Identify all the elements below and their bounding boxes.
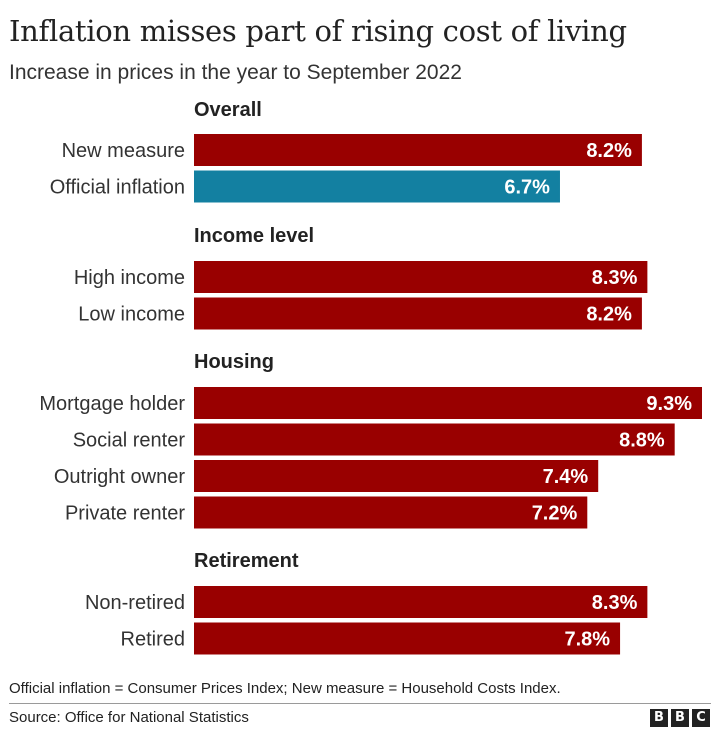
data-label: 7.8% xyxy=(564,629,610,651)
bar xyxy=(194,586,648,618)
footnote: Official inflation = Consumer Prices Ind… xyxy=(9,680,561,697)
bar xyxy=(194,387,702,419)
category-label: Official inflation xyxy=(50,177,185,199)
data-label: 8.2% xyxy=(586,140,632,162)
category-label: Non-retired xyxy=(85,592,185,614)
category-label: Outright owner xyxy=(54,466,186,488)
group-heading: Retirement xyxy=(194,550,299,572)
data-label: 8.3% xyxy=(592,592,638,614)
bar xyxy=(194,297,642,330)
bar xyxy=(194,496,588,529)
chart-title: Inflation misses part of rising cost of … xyxy=(9,14,627,48)
data-label: 7.2% xyxy=(532,503,578,525)
bbc-logo: B B C xyxy=(650,709,710,727)
data-label: 7.4% xyxy=(543,466,589,488)
bar xyxy=(194,261,648,293)
category-label: High income xyxy=(74,267,185,289)
group-heading: Housing xyxy=(194,351,274,373)
group-heading: Income level xyxy=(194,225,314,247)
bar xyxy=(194,423,675,456)
data-label: 8.2% xyxy=(586,304,632,326)
bar xyxy=(194,622,621,655)
data-label: 8.3% xyxy=(592,267,638,289)
logo-letter: B xyxy=(650,709,668,727)
data-label: 6.7% xyxy=(504,177,550,199)
source-text: Source: Office for National Statistics xyxy=(9,709,249,726)
category-label: Mortgage holder xyxy=(39,393,185,415)
logo-letter: B xyxy=(671,709,689,727)
bar xyxy=(194,460,599,492)
footer-divider xyxy=(9,703,711,704)
group-heading: Overall xyxy=(194,99,262,121)
category-label: Low income xyxy=(78,304,185,326)
bar-chart: Overall New measure 8.2% Official inflation… xyxy=(39,99,702,655)
category-label: Social renter xyxy=(73,430,186,452)
category-label: Private renter xyxy=(65,503,185,525)
category-label: Retired xyxy=(121,629,185,651)
bar xyxy=(194,170,560,203)
category-label: New measure xyxy=(62,140,185,162)
bar xyxy=(194,134,642,166)
data-label: 8.8% xyxy=(619,430,665,452)
chart-subtitle: Increase in prices in the year to Septem… xyxy=(9,61,462,84)
logo-letter: C xyxy=(692,709,710,727)
data-label: 9.3% xyxy=(646,393,692,415)
